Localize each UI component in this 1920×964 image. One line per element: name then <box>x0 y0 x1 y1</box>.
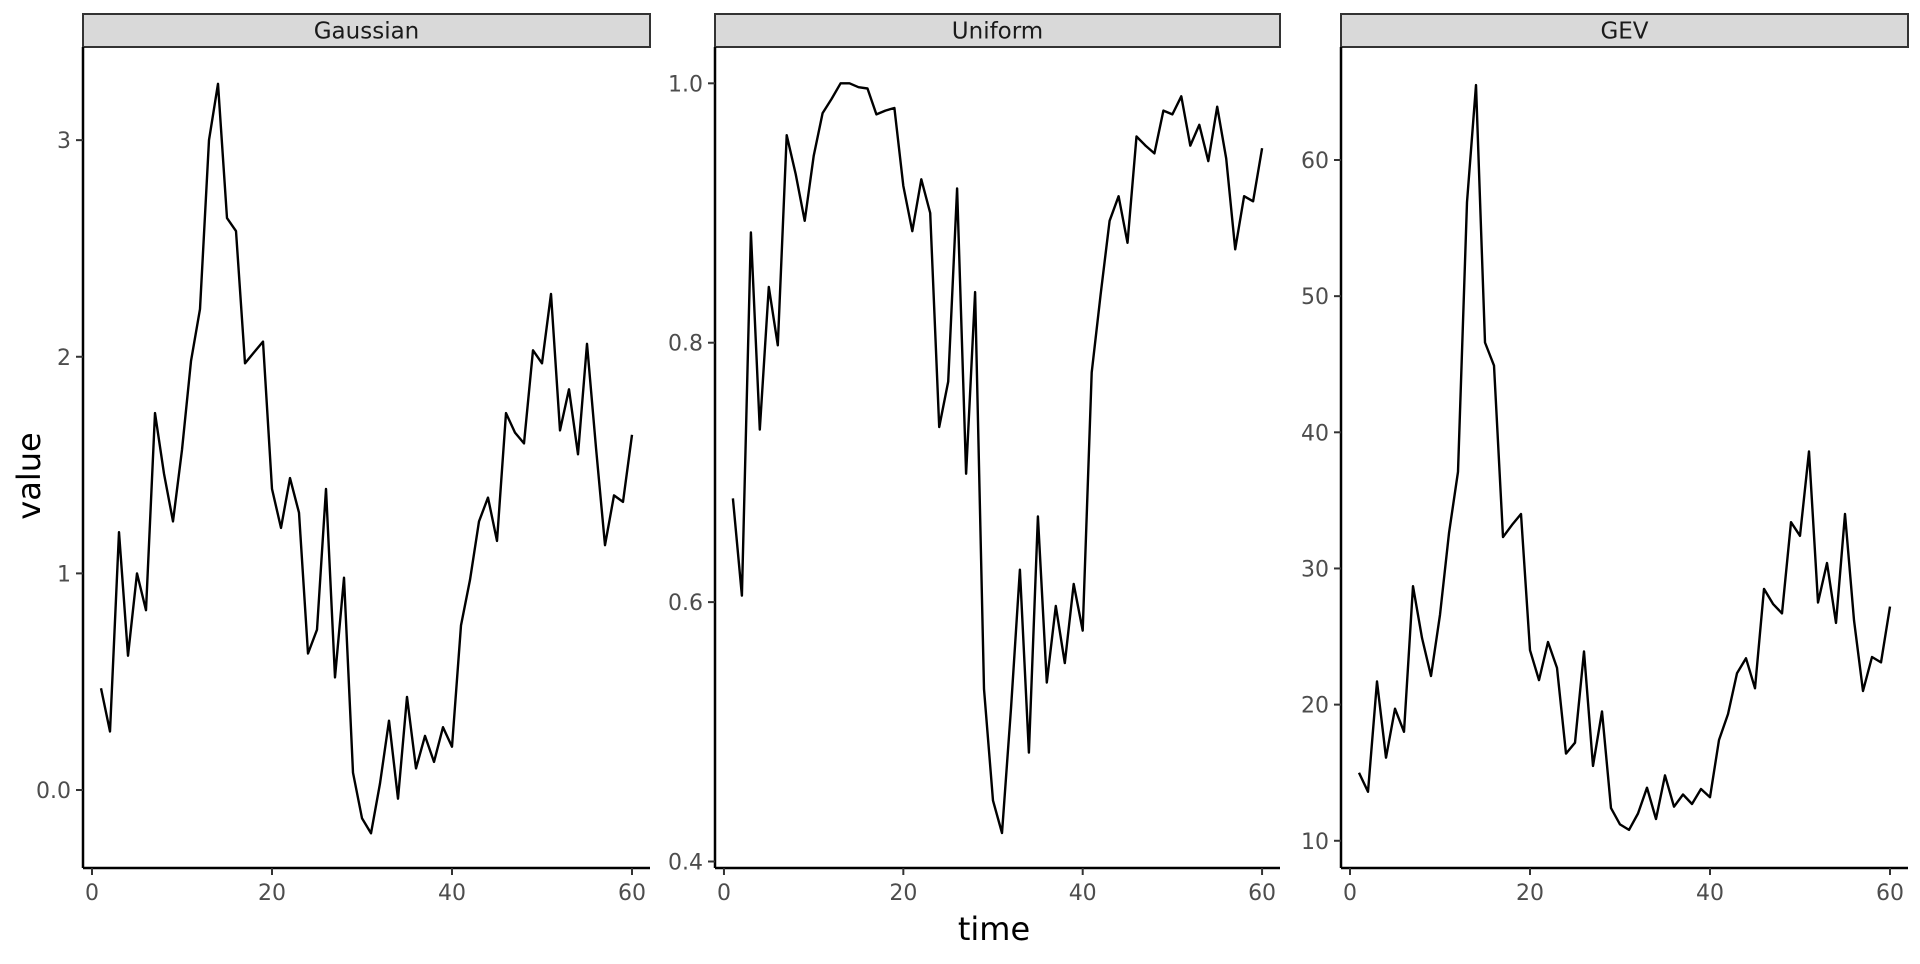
x-tick-label: 20 <box>258 881 286 906</box>
x-tick-label: 0 <box>717 881 731 906</box>
series-line-gev <box>1357 83 1892 832</box>
x-tick-label: 20 <box>1516 881 1544 906</box>
y-tick-label: 0.8 <box>668 332 703 357</box>
y-tick-label: 3 <box>57 129 71 154</box>
facet-strip <box>714 13 1281 48</box>
y-tick-label: 0.6 <box>668 591 703 616</box>
x-tick-label: 60 <box>1248 881 1276 906</box>
y-tick-label: 60 <box>1301 149 1329 174</box>
y-axis-title: value <box>10 432 48 519</box>
x-tick-label: 0 <box>1343 881 1357 906</box>
y-tick-label: 10 <box>1301 830 1329 855</box>
x-axis-title: time <box>958 910 1030 948</box>
x-tick-label: 40 <box>1069 881 1097 906</box>
x-tick-label: 60 <box>618 881 646 906</box>
panel-gev: GEV 10 20 30 40 50 60 0 20 40 60 <box>1301 13 1909 906</box>
y-tick-label: 0.0 <box>36 779 71 804</box>
y-tick-label: 2 <box>57 346 71 371</box>
y-tick-label: 20 <box>1301 694 1329 719</box>
panel-uniform: Uniform 0.4 0.6 0.8 1.0 0 20 40 60 <box>668 13 1281 906</box>
x-tick-label: 60 <box>1876 881 1904 906</box>
x-tick-label: 0 <box>85 881 99 906</box>
panel-gaussian: Gaussian 0.0 1 2 3 0 20 40 60 <box>36 13 651 906</box>
y-tick-label: 50 <box>1301 285 1329 310</box>
x-tick-label: 20 <box>889 881 917 906</box>
facet-strip-label: Gaussian <box>314 19 420 45</box>
facet-strip-label: Uniform <box>952 19 1043 45</box>
series-line-gaussian <box>99 82 634 835</box>
facet-strip-label: GEV <box>1600 19 1648 45</box>
facet-strip <box>82 13 651 48</box>
y-tick-label: 30 <box>1301 557 1329 582</box>
y-tick-label: 1 <box>57 562 71 587</box>
y-tick-label: 1.0 <box>668 72 703 97</box>
y-tick-label: 0.4 <box>668 851 703 876</box>
y-tick-label: 40 <box>1301 421 1329 446</box>
facet-strip <box>1340 13 1909 48</box>
x-tick-label: 40 <box>438 881 466 906</box>
series-line-uniform <box>731 82 1264 835</box>
x-tick-label: 40 <box>1696 881 1724 906</box>
